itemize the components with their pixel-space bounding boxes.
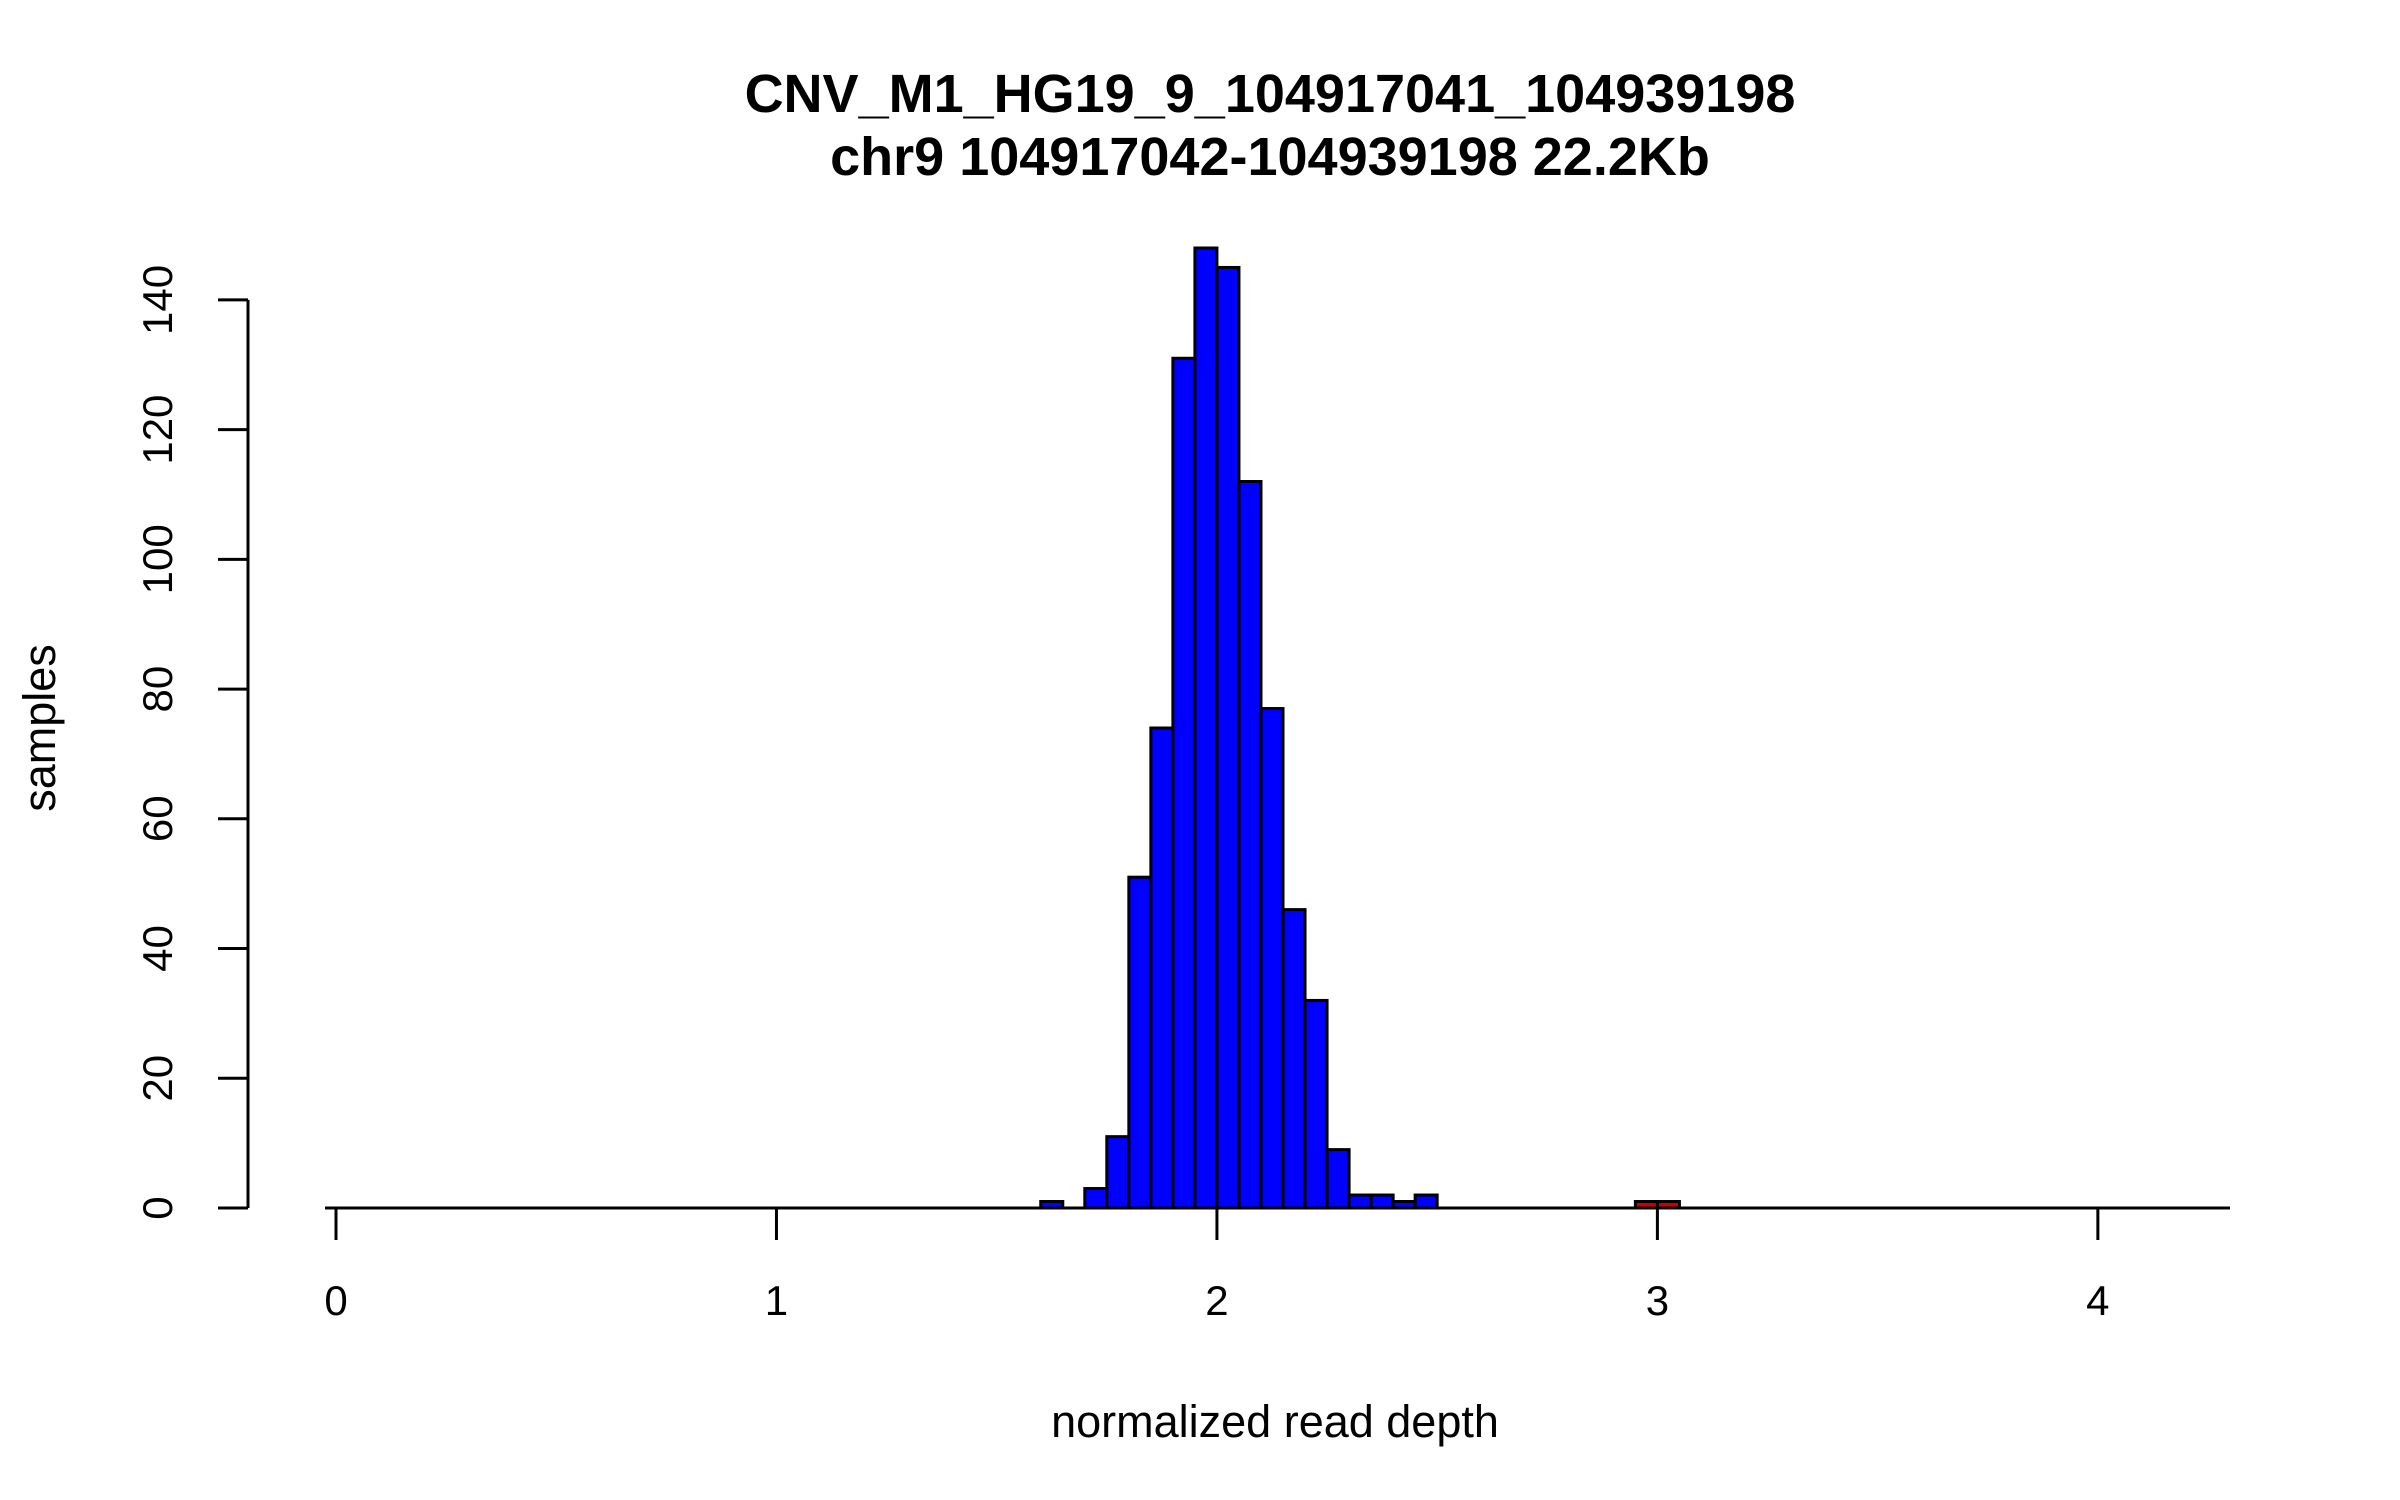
y-tick-label: 120 [134, 395, 181, 465]
y-tick-label: 0 [134, 1196, 181, 1219]
x-tick-label: 2 [1205, 1277, 1228, 1324]
histogram-bar [1413, 1193, 1439, 1210]
histogram-bar [1171, 356, 1197, 1210]
chart-title: CNV_M1_HG19_9_104917041_104939198 [745, 64, 1796, 124]
histogram-bar [1149, 726, 1175, 1210]
x-tick-label: 3 [1646, 1277, 1669, 1324]
histogram-bar [1369, 1193, 1395, 1210]
y-axis-label: samples [14, 644, 65, 812]
x-axis-label: normalized read depth [1051, 1396, 1499, 1447]
histogram-bar [1237, 480, 1263, 1210]
histogram-bar [1193, 246, 1219, 1210]
histogram-bar [1281, 908, 1307, 1210]
y-tick-label: 80 [134, 666, 181, 713]
histogram-bar [1347, 1193, 1373, 1210]
histogram-bar [1127, 875, 1153, 1210]
histogram-bar [1325, 1148, 1351, 1210]
histogram-bar [1105, 1135, 1131, 1210]
x-tick-label: 1 [765, 1277, 788, 1324]
y-tick-label: 60 [134, 795, 181, 842]
histogram-bar [1083, 1187, 1109, 1210]
x-tick-label: 4 [2086, 1277, 2109, 1324]
histogram-bar [1259, 707, 1285, 1210]
y-tick-label: 20 [134, 1055, 181, 1102]
y-axis: 0 20 40 60 80 100 120 140 [134, 265, 250, 1220]
histogram-bar [1303, 998, 1329, 1210]
chart-subtitle: chr9 104917042-104939198 22.2Kb [830, 127, 1710, 187]
histogram-bar [1215, 265, 1241, 1210]
x-axis: 0 1 2 3 4 [324, 1206, 2110, 1324]
x-tick-label: 0 [324, 1277, 347, 1324]
y-tick-label: 100 [134, 524, 181, 594]
histogram-bars [1039, 246, 1681, 1210]
y-tick-label: 140 [134, 265, 181, 335]
y-tick-label: 40 [134, 925, 181, 972]
